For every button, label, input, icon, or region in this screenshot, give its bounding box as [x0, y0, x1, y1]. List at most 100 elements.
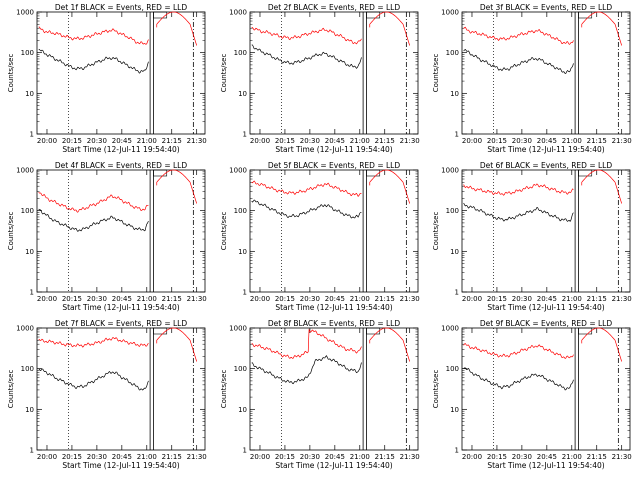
- y-tick-label: 1: [455, 131, 459, 139]
- lld-post-gap-line: [156, 169, 198, 204]
- events-series-line: [251, 44, 362, 69]
- x-tick-label: 21:15: [587, 295, 607, 303]
- y-tick-label: 10: [238, 248, 247, 256]
- y-tick-label: 1000: [229, 325, 247, 333]
- x-tick-label: 21:15: [587, 137, 607, 145]
- y-tick-label: 1000: [441, 167, 459, 175]
- panel-title: Det 5f BLACK = Events, RED = LLD: [268, 161, 401, 170]
- x-axis-label: Start Time (12-Jul-11 19:54:40): [487, 461, 604, 470]
- x-tick-label: 20:45: [325, 295, 345, 303]
- lld-series-line: [38, 191, 149, 213]
- lld-post-gap-line: [581, 327, 623, 362]
- x-tick-label: 21:00: [350, 453, 370, 461]
- x-tick-label: 21:15: [162, 295, 182, 303]
- y-tick-label: 100: [446, 207, 459, 215]
- y-axis-label: Counts/sec: [7, 370, 15, 409]
- x-tick-label: 20:45: [112, 453, 132, 461]
- x-tick-label: 21:15: [162, 137, 182, 145]
- x-tick-label: 20:15: [487, 453, 507, 461]
- lld-series-line: [251, 328, 362, 359]
- x-tick-label: 21:15: [587, 453, 607, 461]
- x-tick-label: 20:45: [325, 453, 345, 461]
- y-tick-label: 1: [455, 447, 459, 455]
- y-tick-label: 1: [243, 289, 247, 297]
- y-tick-label: 1000: [16, 325, 34, 333]
- detector-panel: Det 4f BLACK = Events, RED = LLD 1 10 100 10…: [7, 161, 207, 312]
- x-tick-label: 20:30: [87, 137, 107, 145]
- y-tick-label: 1: [243, 131, 247, 139]
- top-box-marker: [578, 327, 593, 335]
- x-tick-label: 21:30: [187, 137, 207, 145]
- plot-frame: [461, 169, 631, 293]
- x-tick-label: 20:45: [537, 453, 557, 461]
- x-tick-label: 20:30: [512, 137, 532, 145]
- x-tick-label: 21:00: [350, 295, 370, 303]
- y-tick-label: 1000: [441, 325, 459, 333]
- x-tick-label: 21:00: [137, 137, 157, 145]
- plot-frame: [36, 11, 206, 135]
- events-series-line: [463, 48, 574, 74]
- y-tick-label: 100: [21, 207, 34, 215]
- x-tick-label: 20:15: [62, 295, 82, 303]
- top-box-marker: [366, 169, 381, 177]
- x-tick-label: 21:00: [350, 137, 370, 145]
- x-tick-label: 21:00: [137, 295, 157, 303]
- x-tick-label: 20:15: [487, 137, 507, 145]
- y-tick-label: 1000: [16, 167, 34, 175]
- events-series-line: [38, 368, 149, 391]
- events-series-line: [38, 48, 149, 74]
- x-tick-label: 20:00: [462, 453, 482, 461]
- x-tick-label: 21:15: [375, 453, 395, 461]
- x-tick-label: 21:30: [612, 295, 632, 303]
- y-tick-label: 100: [234, 49, 247, 57]
- x-tick-label: 21:15: [162, 453, 182, 461]
- x-tick-label: 20:15: [62, 453, 82, 461]
- panel-title: Det 8f BLACK = Events, RED = LLD: [268, 319, 401, 328]
- y-tick-label: 1000: [16, 9, 34, 17]
- y-tick-label: 100: [21, 49, 34, 57]
- lld-post-gap-line: [581, 11, 623, 46]
- x-axis-label: Start Time (12-Jul-11 19:54:40): [275, 303, 392, 312]
- top-box-marker: [366, 11, 381, 19]
- detector-panel: Det 9f BLACK = Events, RED = LLD 1 10 100 10…: [432, 319, 632, 470]
- detector-panel: Det 5f BLACK = Events, RED = LLD 1 10 100 10…: [220, 161, 420, 312]
- x-axis-label: Start Time (12-Jul-11 19:54:40): [487, 303, 604, 312]
- detector-panel: Det 6f BLACK = Events, RED = LLD 1 10 100 10…: [432, 161, 632, 312]
- x-tick-label: 20:30: [87, 295, 107, 303]
- plot-frame: [249, 169, 419, 293]
- y-tick-label: 1: [455, 289, 459, 297]
- x-tick-label: 20:00: [250, 453, 270, 461]
- x-tick-label: 21:00: [562, 295, 582, 303]
- panel-title: Det 9f BLACK = Events, RED = LLD: [480, 319, 613, 328]
- x-axis-label: Start Time (12-Jul-11 19:54:40): [275, 145, 392, 154]
- lld-post-gap-line: [581, 169, 623, 204]
- y-tick-label: 10: [450, 90, 459, 98]
- x-tick-label: 21:30: [400, 137, 420, 145]
- y-axis-label: Counts/sec: [220, 212, 228, 251]
- x-tick-label: 21:00: [562, 453, 582, 461]
- panel-title: Det 6f BLACK = Events, RED = LLD: [480, 161, 613, 170]
- panel-title: Det 2f BLACK = Events, RED = LLD: [268, 3, 401, 12]
- y-axis-label: Counts/sec: [7, 54, 15, 93]
- x-tick-label: 20:30: [512, 453, 532, 461]
- detector-panel: Det 8f BLACK = Events, RED = LLD 1 10 100 10…: [220, 319, 420, 470]
- x-tick-label: 20:45: [325, 137, 345, 145]
- x-tick-label: 20:00: [37, 453, 57, 461]
- x-tick-label: 20:45: [112, 295, 132, 303]
- x-tick-label: 21:15: [375, 137, 395, 145]
- x-tick-label: 21:00: [137, 453, 157, 461]
- y-tick-label: 100: [234, 365, 247, 373]
- x-tick-label: 21:15: [375, 295, 395, 303]
- x-tick-label: 20:15: [275, 295, 295, 303]
- plot-frame: [36, 169, 206, 293]
- x-tick-label: 20:00: [462, 295, 482, 303]
- events-series-line: [251, 199, 362, 219]
- x-tick-label: 21:30: [612, 453, 632, 461]
- y-tick-label: 1000: [441, 9, 459, 17]
- y-tick-label: 10: [25, 248, 34, 256]
- plot-frame: [249, 11, 419, 135]
- y-tick-label: 10: [25, 90, 34, 98]
- top-box-marker: [366, 327, 381, 335]
- panel-title: Det 7f BLACK = Events, RED = LLD: [55, 319, 188, 328]
